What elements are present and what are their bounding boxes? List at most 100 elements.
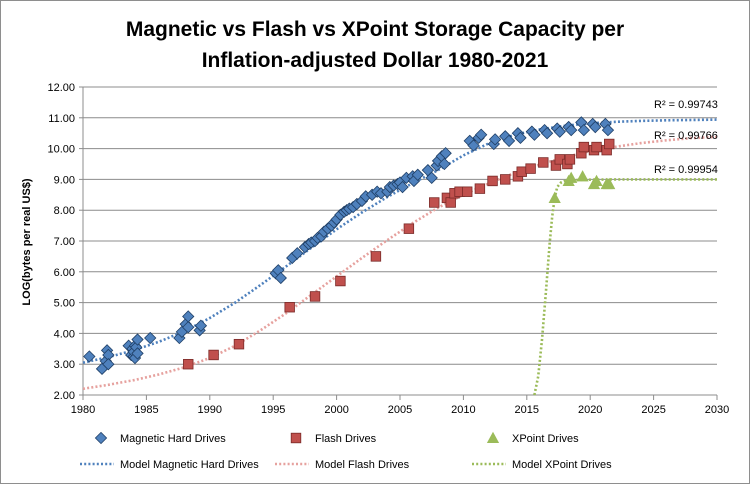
- legend-label-flash-drives: Flash Drives: [315, 433, 377, 445]
- model-line-model-xpoint-drives: [533, 178, 717, 396]
- legend-label-model-magnetic-hard-drives: Model Magnetic Hard Drives: [120, 459, 259, 471]
- point-flash-drives: [564, 154, 576, 165]
- point-magnetic-hard-drives: [553, 125, 566, 138]
- point-xpoint-drives: [576, 170, 589, 182]
- axes: [79, 86, 718, 400]
- y-tick-label: 12.00: [47, 82, 75, 94]
- y-tick-label: 10.00: [47, 144, 75, 156]
- chart-title-line-2: Inflation-adjusted Dollar 1980-2021: [201, 49, 549, 72]
- y-tick-label: 4.00: [54, 328, 75, 340]
- point-magnetic-hard-drives: [438, 157, 451, 171]
- point-xpoint-drives: [565, 171, 578, 183]
- x-tick-label: 1995: [261, 404, 285, 416]
- chart-title-line-1: Magnetic vs Flash vs XPoint Storage Capa…: [125, 18, 625, 41]
- legend: Magnetic Hard Drives Flash Drives XPoint D…: [80, 431, 612, 471]
- r2-label: R² = 0.99766: [654, 130, 718, 142]
- point-magnetic-hard-drives: [425, 171, 438, 185]
- point-magnetic-hard-drives: [467, 139, 480, 152]
- x-tick-label: 1985: [134, 404, 158, 416]
- x-tick-label: 1980: [71, 404, 95, 416]
- r2-label: R² = 0.99743: [654, 99, 718, 111]
- point-flash-drives: [462, 186, 473, 197]
- y-tick-label: 9.00: [54, 174, 75, 186]
- point-flash-drives: [370, 251, 382, 262]
- legend-swatch-flash-drives: [290, 432, 302, 444]
- legend-label-model-flash-drives: Model Flash Drives: [315, 459, 410, 471]
- point-flash-drives: [445, 197, 456, 208]
- legend-swatch-magnetic-hard-drives: [94, 431, 108, 445]
- point-magnetic-hard-drives: [194, 319, 208, 332]
- point-magnetic-hard-drives: [131, 333, 144, 346]
- chart-title: Magnetic vs Flash vs XPoint Storage Capa…: [0, 14, 750, 76]
- x-tick-label: 2010: [451, 404, 475, 416]
- y-tick-label: 11.00: [48, 113, 75, 125]
- point-magnetic-hard-drives: [144, 331, 157, 345]
- point-magnetic-hard-drives: [182, 310, 195, 323]
- y-tick-label: 5.00: [54, 298, 75, 310]
- point-flash-drives: [525, 163, 536, 174]
- point-magnetic-hard-drives: [131, 347, 144, 360]
- point-magnetic-hard-drives: [601, 123, 615, 137]
- point-magnetic-hard-drives: [396, 180, 409, 194]
- point-flash-drives: [309, 291, 321, 302]
- x-tick-label: 2000: [324, 404, 348, 416]
- point-flash-drives: [474, 183, 486, 194]
- legend-label-xpoint-drives: XPoint Drives: [512, 433, 579, 445]
- x-tick-label: 1990: [198, 404, 222, 416]
- point-flash-drives: [500, 174, 511, 185]
- point-flash-drives: [335, 275, 346, 287]
- y-tick-label: 2.00: [54, 390, 75, 402]
- tick-labels: 2.00 3.00 4.00 5.00 6.00 7.00 8.00 9.00 10.00 11.…: [47, 82, 729, 416]
- point-flash-drives: [429, 197, 440, 208]
- point-flash-drives: [284, 302, 295, 313]
- x-tick-label: 2020: [578, 404, 602, 416]
- point-magnetic-hard-drives: [514, 131, 527, 144]
- legend-label-model-xpoint-drives: Model XPoint Drives: [512, 459, 612, 471]
- model-lines: [82, 118, 718, 396]
- point-magnetic-hard-drives: [528, 128, 541, 141]
- point-flash-drives: [578, 141, 590, 153]
- point-flash-drives: [233, 338, 245, 350]
- point-magnetic-hard-drives: [291, 247, 304, 260]
- r2-label: R² = 0.99954: [654, 164, 718, 176]
- legend-label-magnetic-hard-drives: Magnetic Hard Drives: [120, 433, 226, 445]
- point-flash-drives: [208, 349, 219, 361]
- point-magnetic-hard-drives: [488, 133, 502, 146]
- x-tick-label: 2025: [641, 404, 665, 416]
- legend-swatch-xpoint-drives: [486, 431, 500, 444]
- model-line-model-flash-drives: [82, 135, 718, 391]
- x-tick-label: 2005: [388, 404, 412, 416]
- point-xpoint-drives: [590, 174, 603, 186]
- data-points: [83, 116, 616, 375]
- y-tick-label: 3.00: [54, 359, 75, 371]
- point-magnetic-hard-drives: [565, 123, 578, 137]
- x-tick-label: 2015: [515, 404, 539, 416]
- y-tick-label: 7.00: [54, 236, 75, 248]
- x-tick-label: 2030: [705, 404, 729, 416]
- point-magnetic-hard-drives: [474, 128, 488, 141]
- point-magnetic-hard-drives: [540, 127, 554, 140]
- point-magnetic-hard-drives: [502, 134, 516, 148]
- point-magnetic-hard-drives: [589, 120, 602, 134]
- r2-labels: R² = 0.99743 R² = 0.99766 R² = 0.99954: [654, 99, 718, 176]
- y-axis-label: LOG(bytes per real US$): [21, 178, 33, 305]
- point-flash-drives: [487, 175, 498, 187]
- y-tick-label: 8.00: [54, 205, 75, 217]
- point-magnetic-hard-drives: [411, 168, 424, 181]
- point-flash-drives: [183, 358, 194, 370]
- gridlines: [83, 86, 717, 365]
- point-flash-drives: [516, 166, 527, 177]
- point-flash-drives: [591, 141, 602, 153]
- point-magnetic-hard-drives: [102, 358, 115, 371]
- point-magnetic-hard-drives: [83, 350, 96, 363]
- point-magnetic-hard-drives: [274, 271, 287, 285]
- point-flash-drives: [403, 223, 415, 234]
- point-flash-drives: [538, 157, 549, 168]
- point-magnetic-hard-drives: [577, 123, 591, 137]
- y-tick-label: 6.00: [54, 267, 75, 279]
- point-xpoint-drives: [548, 191, 561, 203]
- point-flash-drives: [604, 138, 615, 150]
- point-xpoint-drives: [603, 177, 616, 190]
